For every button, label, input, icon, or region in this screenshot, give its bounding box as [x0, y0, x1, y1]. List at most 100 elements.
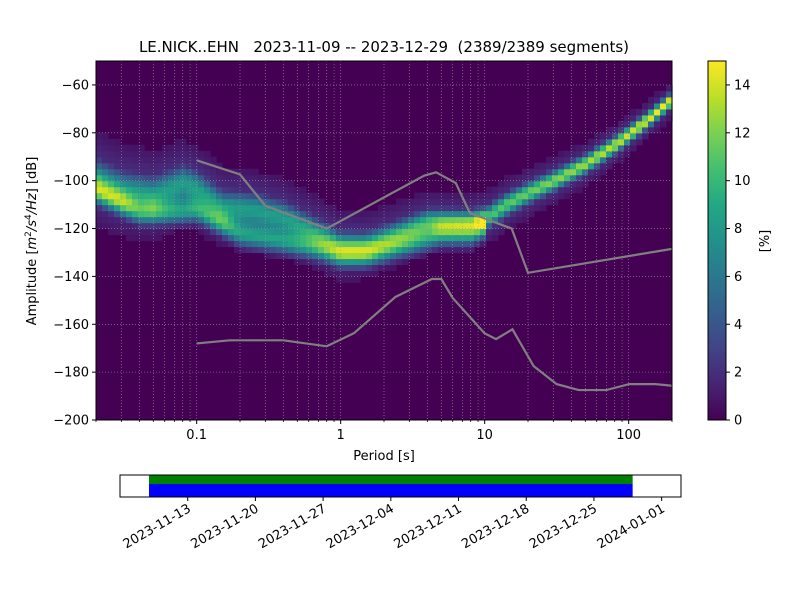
heatmap-cell [180, 156, 187, 164]
heatmap-cell [570, 174, 577, 182]
heatmap-cell [360, 222, 367, 230]
heatmap-cell [222, 210, 229, 218]
heatmap-cell [120, 210, 127, 218]
heatmap-cell [204, 174, 211, 182]
heatmap-cell [510, 180, 517, 188]
heatmap-cell [612, 132, 619, 140]
heatmap-cell [360, 252, 367, 260]
heatmap-cell [318, 264, 325, 272]
heatmap-cell [174, 186, 181, 194]
heatmap-cell [576, 168, 583, 176]
heatmap-cell [330, 204, 337, 212]
heatmap-cell [420, 228, 427, 236]
heatmap-cell [228, 192, 235, 200]
heatmap-cell [168, 228, 175, 236]
heatmap-cell [390, 246, 397, 254]
x-tick-label: 10 [476, 428, 493, 443]
heatmap-cell [492, 210, 499, 218]
heatmap-cell [180, 138, 187, 146]
heatmap-cell [564, 150, 571, 158]
heatmap-cell [168, 198, 175, 206]
heatmap-cell [210, 156, 217, 164]
heatmap-cell [312, 228, 319, 236]
heatmap-cell [528, 168, 535, 176]
heatmap-cell [216, 234, 223, 242]
heatmap-cell [366, 234, 373, 242]
heatmap-cell [522, 168, 529, 176]
heatmap-cell [312, 234, 319, 242]
heatmap-cell [282, 198, 289, 206]
heatmap-cell [246, 180, 253, 188]
heatmap-cell [558, 180, 565, 188]
heatmap-cell [228, 216, 235, 224]
heatmap-cell [564, 180, 571, 188]
heatmap-cell [396, 222, 403, 230]
heatmap-cell [300, 234, 307, 242]
heatmap-cell [324, 246, 331, 254]
heatmap-cell [324, 228, 331, 236]
heatmap-cell [228, 240, 235, 248]
heatmap-cell [306, 222, 313, 230]
heatmap-cell [486, 204, 493, 212]
heatmap-cell [444, 198, 451, 206]
heatmap-cell [348, 240, 355, 248]
heatmap-cell [198, 192, 205, 200]
heatmap-cell [450, 246, 457, 254]
heatmap-cell [624, 144, 631, 152]
heatmap-cell [318, 228, 325, 236]
heatmap-cell [426, 198, 433, 206]
heatmap-cell [450, 198, 457, 206]
heatmap-cell [486, 186, 493, 194]
heatmap-cell [132, 174, 139, 182]
heatmap-cell [276, 180, 283, 188]
heatmap-cell [258, 192, 265, 200]
heatmap-cell [198, 216, 205, 224]
heatmap-cell [408, 234, 415, 242]
heatmap-cell [354, 228, 361, 236]
heatmap-cell [138, 234, 145, 242]
heatmap-cell [294, 222, 301, 230]
heatmap-cell [648, 114, 655, 122]
heatmap-cell [366, 258, 373, 266]
heatmap-cell [594, 144, 601, 152]
heatmap-cell [144, 216, 151, 224]
heatmap-cell [594, 138, 601, 146]
heatmap-cell [144, 186, 151, 194]
heatmap-cell [258, 234, 265, 242]
heatmap-cell [186, 210, 193, 218]
heatmap-cell [162, 144, 169, 152]
heatmap-cell [390, 222, 397, 230]
heatmap-cell [204, 186, 211, 194]
heatmap-cell [132, 162, 139, 170]
heatmap-cell [552, 174, 559, 182]
heatmap-cell [174, 204, 181, 212]
heatmap-cell [426, 228, 433, 236]
heatmap-cell [114, 222, 121, 230]
heatmap-cell [114, 144, 121, 152]
heatmap-cell [390, 234, 397, 242]
heatmap-cell [384, 264, 391, 272]
colorbar-gradient [707, 60, 727, 421]
heatmap-cell [150, 186, 157, 194]
heatmap-cell [624, 114, 631, 122]
heatmap-cell [150, 204, 157, 212]
heatmap-cell [240, 198, 247, 206]
heatmap-cell [246, 246, 253, 254]
heatmap-cell [564, 162, 571, 170]
heatmap-cell [258, 180, 265, 188]
heatmap-cell [432, 204, 439, 212]
heatmap-cell [402, 222, 409, 230]
heatmap-cell [180, 222, 187, 230]
heatmap-cell [198, 198, 205, 206]
heatmap-cell [456, 192, 463, 200]
x-tick-label: 100 [616, 428, 641, 443]
heatmap-cell [420, 234, 427, 242]
heatmap-cell [516, 204, 523, 212]
heatmap-cell [264, 228, 271, 236]
heatmap-cell [342, 264, 349, 272]
heatmap-cell [96, 204, 103, 212]
heatmap-cell [204, 156, 211, 164]
heatmap-cell [354, 240, 361, 248]
heatmap-cell [138, 222, 145, 230]
heatmap-cell [174, 192, 181, 200]
